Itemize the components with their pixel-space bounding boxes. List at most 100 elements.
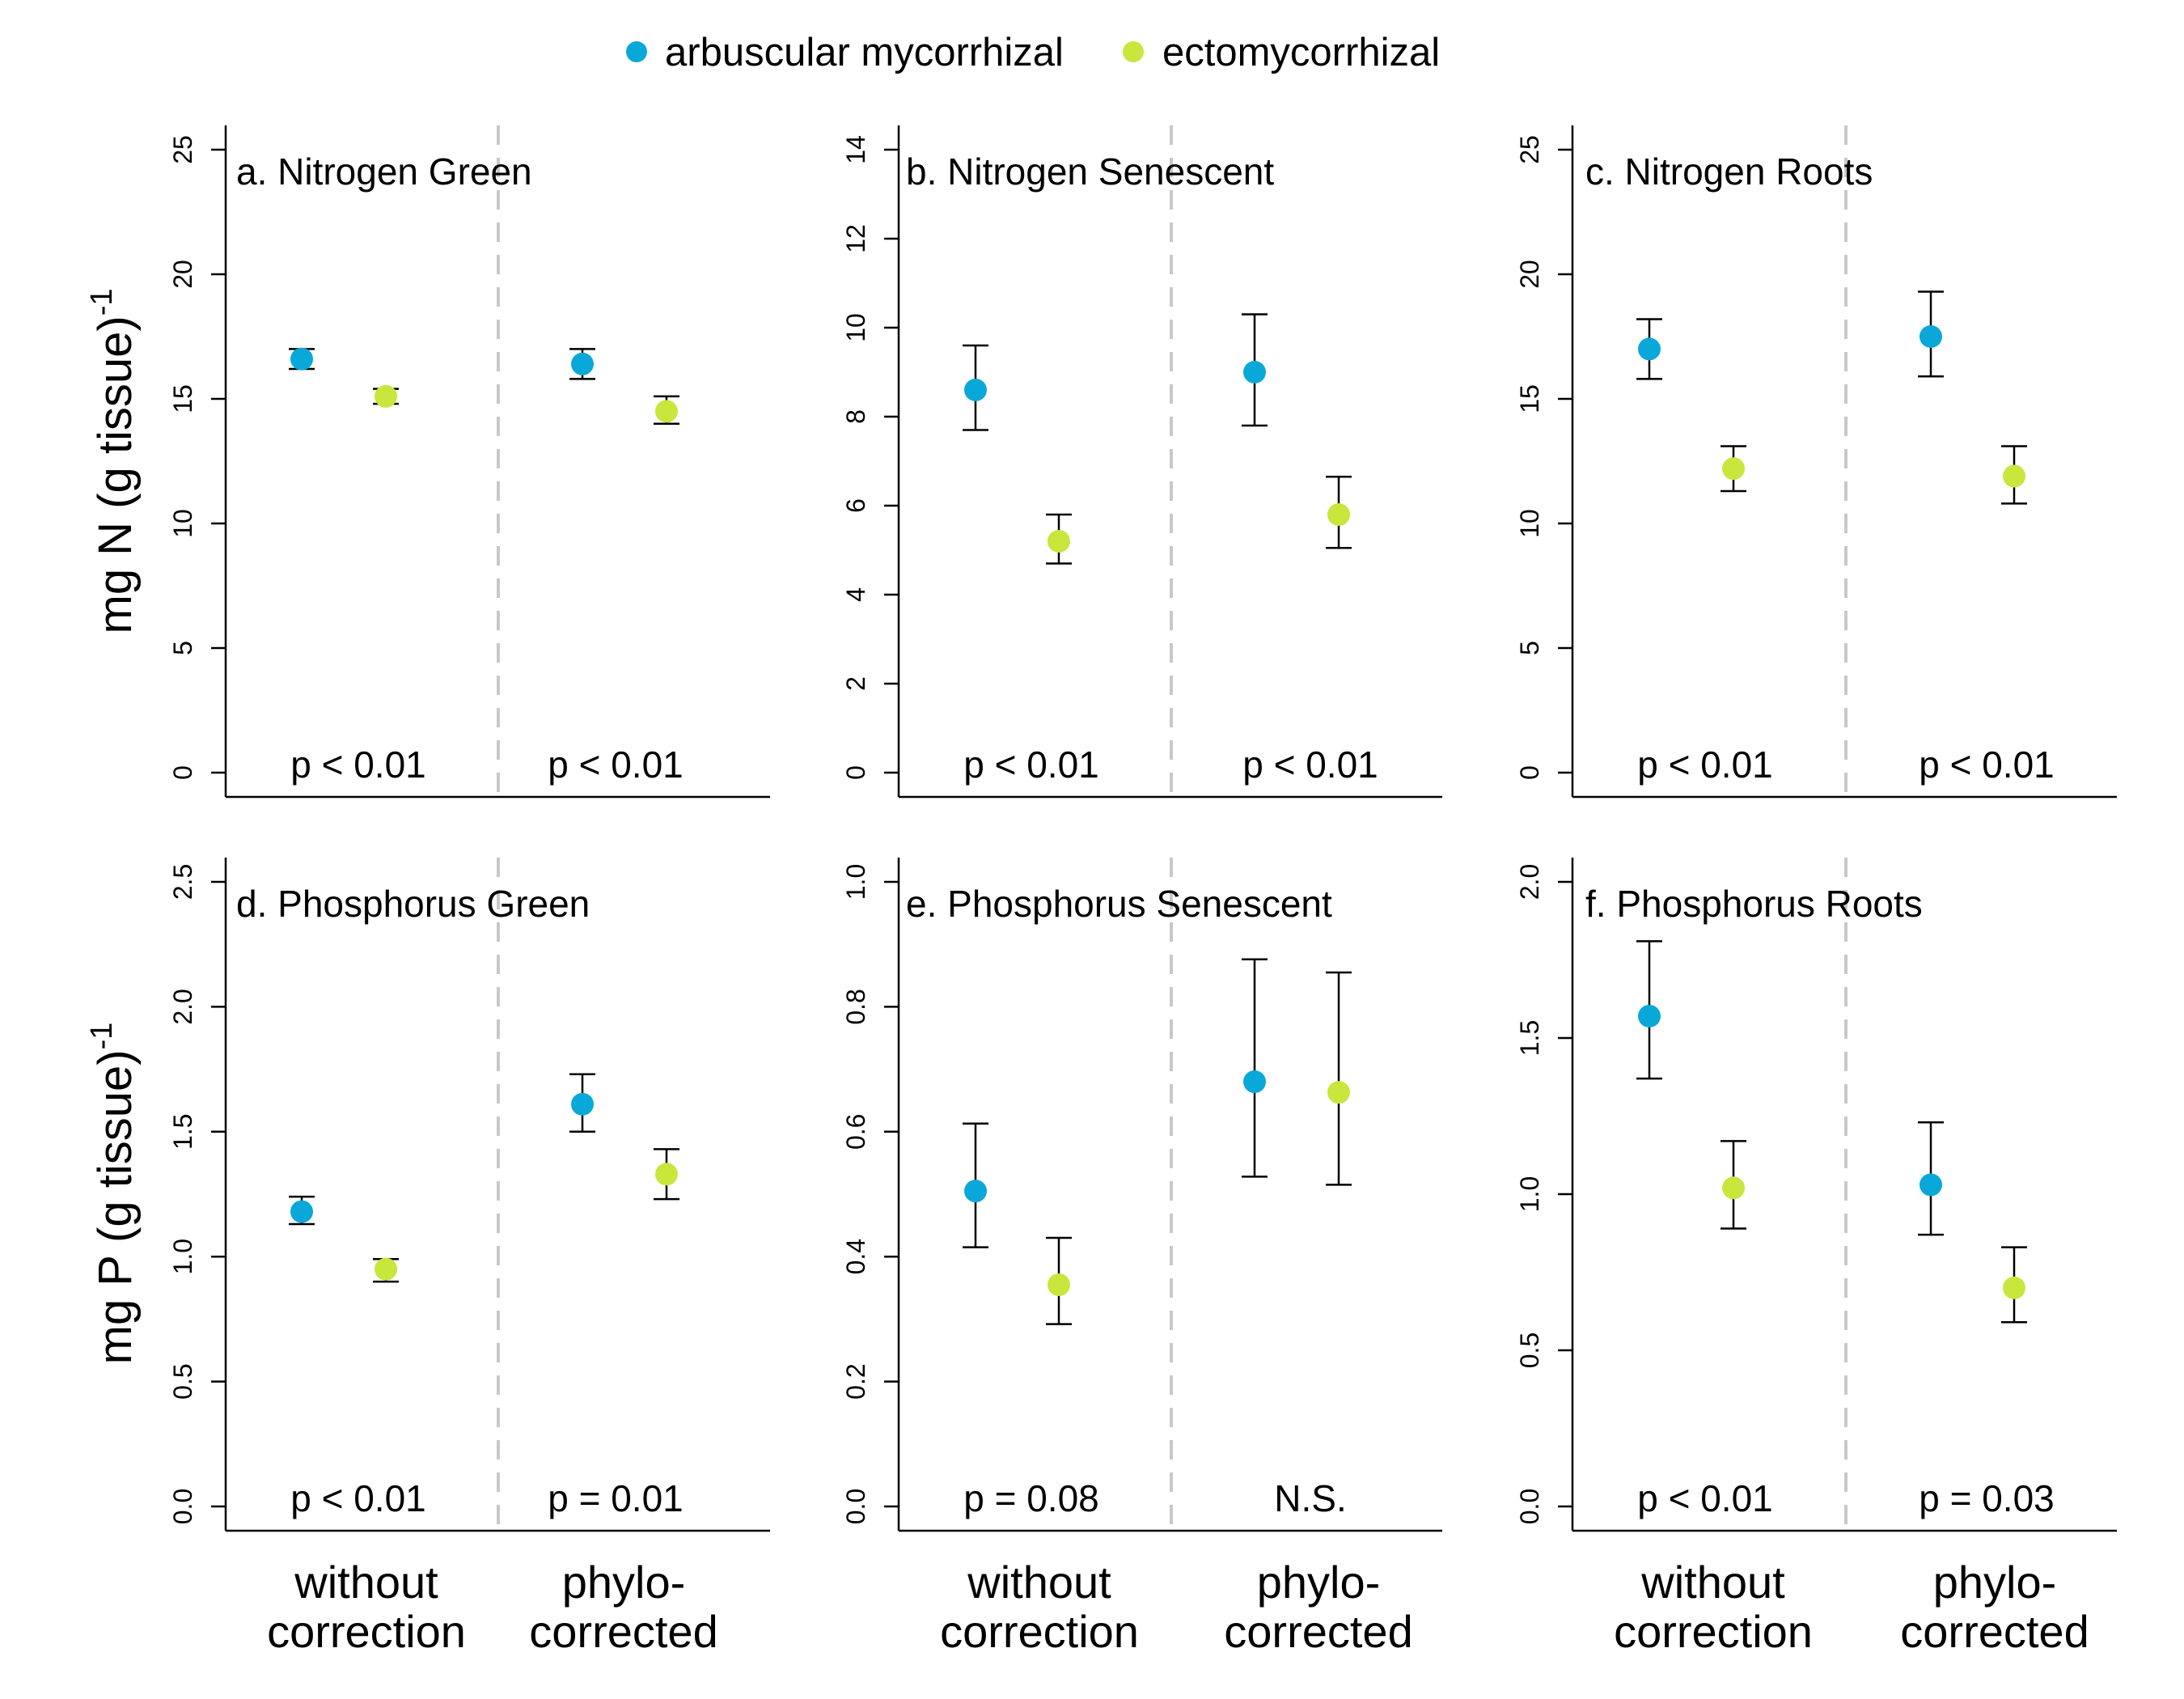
am-point-group-1 [964, 379, 987, 401]
y-tick-label: 0.6 [841, 1114, 870, 1150]
panel-e: 0.0 0.2 0.4 0.6 0.8 1.0 e. Phosphorus Senescen… [841, 858, 1442, 1532]
am-point-group-2 [1919, 325, 1942, 348]
y-tick-label: 6 [841, 498, 870, 513]
panel-title: a. Nitrogen Green [236, 150, 532, 193]
panel-c: 0 5 10 15 20 25 c. Nitrogen Roots p < 0.01 p < 0… [1515, 125, 2117, 799]
x-group-label-line2: corrected [1900, 1606, 2089, 1657]
am-point-group-2 [1243, 1070, 1266, 1094]
x-group-label-line1: phylo- [562, 1557, 686, 1608]
y-tick-label: 25 [1515, 135, 1544, 164]
x-group-label-line2: corrected [1224, 1606, 1412, 1657]
panel-title: c. Nitrogen Roots [1585, 150, 1873, 193]
y-tick-label: 2.0 [1515, 864, 1544, 900]
y-tick-label: 1.0 [168, 1239, 197, 1274]
legend: arbuscular mycorrhizal ectomycorrhizal [626, 31, 1440, 74]
y-tick-label: 4 [841, 587, 870, 602]
x-group-label-line1: phylo- [1933, 1557, 2057, 1608]
y-tick-label: 0 [841, 765, 870, 780]
am-point-group-2 [1919, 1173, 1942, 1197]
p-value-label: p = 0.08 [963, 1477, 1099, 1519]
x-group-label-line1: phylo- [1257, 1557, 1381, 1608]
y-tick-label: 1.5 [1515, 1020, 1544, 1056]
y-tick-label: 0.0 [1515, 1489, 1544, 1524]
y-axis-labels: mg N (g tissue)-1mg P (g tissue)-1 [85, 289, 142, 1365]
p-value-label: p < 0.01 [1637, 1477, 1773, 1519]
x-group-label-line2: corrected [529, 1606, 717, 1657]
am-point-group-1 [964, 1180, 987, 1203]
y-axis-title-text: mg P (g tissue) [89, 1049, 142, 1364]
am-point-group-2 [1243, 361, 1266, 383]
y-tick-label: 20 [1515, 260, 1544, 289]
y-tick-label: 12 [841, 224, 870, 253]
y-tick-label: 5 [168, 641, 197, 655]
y-tick-label: 2 [841, 676, 870, 691]
ecm-point-group-2 [2003, 1276, 2025, 1299]
y-tick-label: 5 [1515, 641, 1544, 655]
ecm-point-group-1 [375, 1257, 397, 1281]
p-value-label: p < 0.01 [1637, 744, 1773, 786]
panel-title: b. Nitrogen Senescent [906, 150, 1274, 193]
am-point-group-1 [1638, 337, 1661, 361]
ecm-point-group-1 [1722, 1176, 1745, 1200]
y-axis-title-superscript: -1 [85, 289, 119, 316]
ecm-point-group-2 [1327, 1081, 1350, 1104]
ecm-point-group-1 [1722, 457, 1745, 481]
x-group-label-line1: without [294, 1557, 438, 1608]
y-tick-label: 20 [168, 260, 197, 289]
panel-f: 0.0 0.5 1.0 1.5 2.0 f. Phosphorus Roots p < 0.… [1515, 858, 2117, 1532]
p-value-label: p < 0.01 [548, 744, 684, 786]
p-value-label: p < 0.01 [290, 744, 426, 786]
ecm-point-group-1 [1048, 1273, 1070, 1296]
y-tick-label: 0.8 [841, 989, 870, 1024]
y-tick-label: 1.5 [168, 1114, 197, 1150]
y-tick-label: 14 [841, 135, 870, 164]
panel-a: 0 5 10 15 20 25 a. Nitrogen Green p < 0.01 p < 0… [168, 125, 770, 799]
y-tick-label: 10 [168, 509, 197, 538]
p-value-label: p = 0.01 [548, 1477, 684, 1519]
x-group-label-line2: correction [940, 1606, 1139, 1657]
y-tick-label: 10 [1515, 509, 1544, 538]
y-tick-label: 0.0 [168, 1489, 197, 1524]
y-axis-title-row2: mg P (g tissue)-1 [85, 1023, 142, 1365]
ecm-point-group-2 [1327, 503, 1350, 526]
am-point-group-1 [290, 1200, 313, 1223]
ecm-point-group-2 [655, 1163, 678, 1186]
y-tick-label: 0 [168, 765, 197, 780]
am-point-group-2 [571, 352, 594, 375]
ecm-point-group-1 [375, 384, 397, 408]
y-tick-label: 15 [168, 384, 197, 413]
p-value-label: p < 0.01 [1919, 744, 2055, 786]
y-tick-label: 10 [841, 313, 870, 342]
y-tick-label: 0.2 [841, 1363, 870, 1399]
p-value-label: p < 0.01 [963, 744, 1099, 786]
y-tick-label: 0.5 [1515, 1333, 1544, 1368]
y-tick-label: 8 [841, 409, 870, 424]
x-group-label-line1: without [1640, 1557, 1785, 1608]
p-value-label: p = 0.03 [1919, 1477, 2055, 1519]
panel-title: e. Phosphorus Senescent [906, 883, 1332, 925]
y-tick-label: 0 [1515, 765, 1544, 780]
panel-d: 0.0 0.5 1.0 1.5 2.0 2.5 d. Phosphorus Green p <… [168, 858, 770, 1532]
x-group-label-line2: correction [267, 1606, 466, 1657]
legend-label-1: arbuscular mycorrhizal [665, 31, 1064, 74]
y-axis-title-superscript: -1 [85, 1023, 119, 1050]
y-axis-title-text: mg N (g tissue) [89, 316, 142, 633]
ecm-point-group-1 [1048, 530, 1070, 553]
legend-label-2: ectomycorrhizal [1162, 31, 1440, 74]
y-axis-title-row1: mg N (g tissue)-1 [85, 289, 142, 634]
ecm-point-group-2 [2003, 464, 2025, 488]
y-tick-label: 0.4 [841, 1239, 870, 1274]
y-tick-label: 25 [168, 135, 197, 164]
ecm-point-group-2 [655, 400, 678, 423]
am-point-group-2 [571, 1092, 594, 1116]
y-tick-label: 0.5 [168, 1363, 197, 1399]
x-group-label-line2: correction [1614, 1606, 1813, 1657]
y-tick-label: 2.0 [168, 989, 197, 1024]
x-group-label-line1: without [967, 1557, 1111, 1608]
panel-title: d. Phosphorus Green [236, 883, 590, 925]
legend-marker-1 [626, 41, 647, 62]
y-tick-label: 1.0 [841, 864, 870, 900]
